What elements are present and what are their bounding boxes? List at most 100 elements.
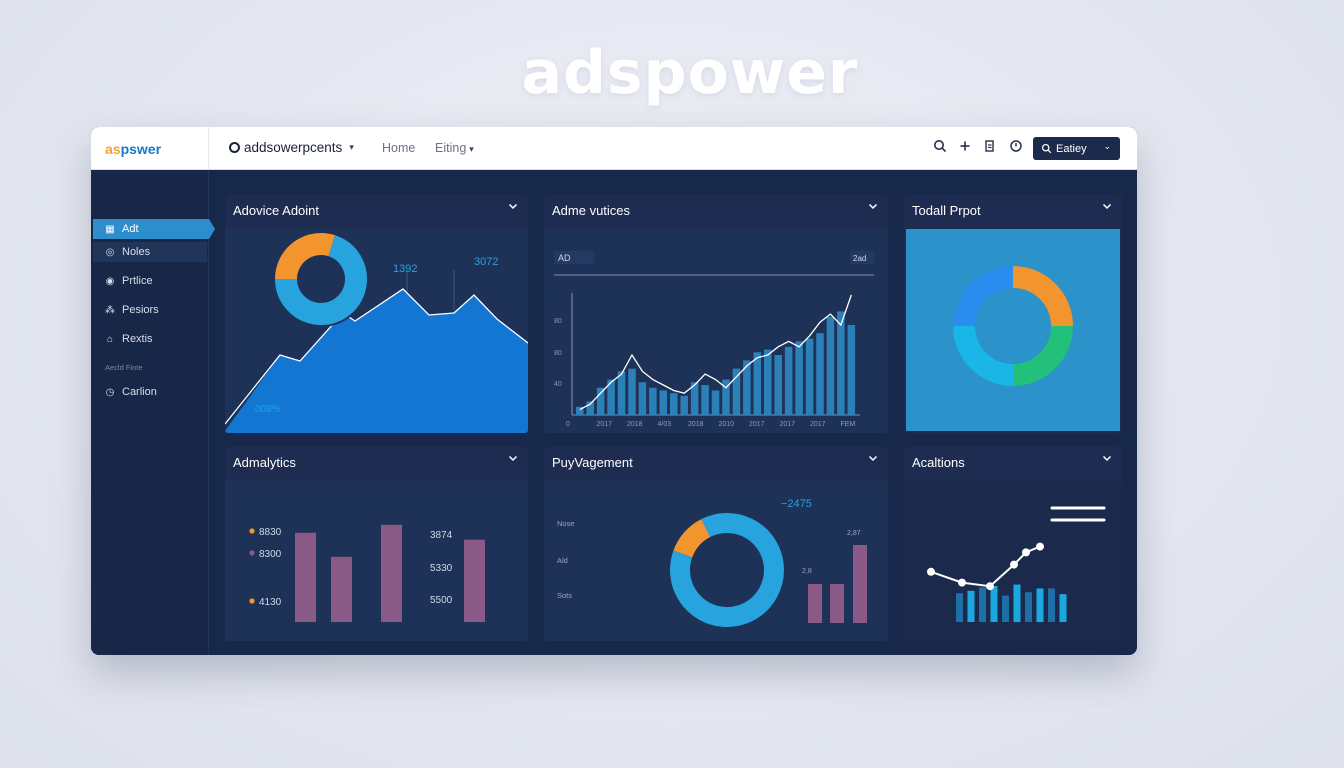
account-selector[interactable]: addsowerpcents ▾ [229,140,354,155]
search-icon[interactable] [932,139,948,156]
panel-total-report: Todall Prpot [904,195,1122,433]
bar [381,524,402,622]
panel-pay-management: PuyVagement −2475 Nose Ald Sots 2,87 2,8 [544,447,888,641]
left-label: 8830 [259,527,282,538]
search-icon-glyph [934,140,947,153]
nav-editing-label: Eiting [435,141,467,155]
donut-slice [275,235,367,325]
x-tick-label: FEM [841,421,856,428]
bar [1036,588,1044,622]
app-window: aspswer addsowerpcents ▾ Home Eiting ▾ Ea… [91,127,1137,655]
sidebar-item-prtlice[interactable]: ◉ Prtlice [93,271,207,291]
legend-label: AD [558,253,571,263]
line-point [958,578,966,587]
chevron-down-icon[interactable] [1102,201,1112,211]
bar-series [956,584,1067,622]
clock-icon[interactable] [1008,139,1024,156]
document-icon[interactable] [982,139,998,156]
bar [1002,595,1009,622]
panel-advice-account: Adovice Adoint 1392 3072 008% [225,195,528,433]
sidebar-item-label: Noles [122,246,151,258]
donut-slice [1012,325,1073,386]
brand-logo[interactable]: aspswer [105,141,161,157]
sidebar-item-pesiors[interactable]: ⁂ Pesiors [93,300,207,320]
annotation-label: −2475 [781,498,812,510]
add-icon[interactable] [957,139,973,156]
donut-slice [953,266,1014,327]
sidebar-item-label: Rextis [122,333,153,345]
bar [743,360,751,415]
bar-label: 2,87 [847,530,861,537]
x-tick-label: 2018 [688,421,704,428]
sidebar-item-carlion[interactable]: ◷ Carlion [93,382,207,402]
annotation-label: 008% [255,404,281,415]
chart-bg [906,229,1120,431]
right-label: 3874 [430,530,453,541]
bar [331,556,352,622]
line-point [986,582,994,591]
bar [795,341,803,415]
bar [295,532,316,622]
chevron-down-icon[interactable] [868,201,878,211]
chevron-down-icon: ⌄ [1103,141,1111,151]
nav-editing[interactable]: Eiting ▾ [435,141,474,155]
chevron-down-icon[interactable] [1102,453,1112,463]
donut-chart [670,513,784,627]
document-icon-glyph [985,140,994,152]
nav-home[interactable]: Home [382,141,416,155]
line-point [927,567,935,576]
user-menu-button[interactable]: Eatiey ⌄ [1033,137,1120,160]
chevron-down-icon[interactable] [508,453,518,463]
people-icon: ⁂ [105,304,115,316]
sidebar-item-adt[interactable]: ▦ Adt [93,219,215,239]
legend-box [554,251,594,264]
y-tick-label: 80 [554,350,562,357]
bar [1013,584,1021,622]
left-label: Nose [557,519,575,528]
bar [659,390,668,415]
panel-title: Admalytics [233,455,296,470]
x-tick-labels: 0 2017 2018 4/03 2018 2010 2017 2017 2017 FEM [566,421,855,428]
target-icon: ◎ [105,246,115,258]
search-icon [1041,143,1052,154]
chevron-down-icon[interactable] [508,201,518,211]
bar [967,590,975,622]
bar [847,325,856,415]
donut-slice [1012,266,1073,327]
panel-advice-chart: 1392 3072 008% [225,229,528,433]
line-point [1010,560,1018,569]
x-tick-label: 0 [566,421,570,428]
panel-pay-chart: −2475 Nose Ald Sots 2,87 2,8 [544,481,888,641]
left-label: Sots [557,591,572,600]
panel-admalytics-chart: 8830 8300 4130 3874 5330 5500 [225,481,528,641]
legend-box [850,251,874,264]
chevron-down-icon[interactable] [868,453,878,463]
legend-dot [249,550,255,556]
bar [464,539,485,622]
line-point [1036,542,1044,551]
bar [774,355,782,415]
left-label: 4130 [259,597,282,608]
panel-ad-chart: AD 2ad 80 80 40 0 2017 2018 4/03 2018 2010 2017 2… [544,229,888,433]
panel-total-chart [906,229,1120,431]
bar [638,382,647,415]
sidebar-item-rextis[interactable]: ⌂ Rextis [93,329,207,349]
sidebar-item-noles[interactable]: ◎ Noles [93,242,207,262]
bar-series [576,294,856,415]
bar [853,545,867,623]
line-series [579,294,852,411]
x-tick-label: 2018 [627,421,643,428]
left-label: Ald [557,556,568,565]
area-series [225,289,528,433]
bar [628,368,636,415]
bar [805,338,814,415]
account-icon [229,142,240,153]
sidebar-item-label: Pesiors [122,304,159,316]
legend-dot [249,528,255,534]
line-series [927,542,1044,591]
bar [956,593,963,622]
bar [1048,588,1055,622]
line-point [1022,548,1030,557]
bar [753,352,762,415]
sidebar: ▦ Adt ◎ Noles ◉ Prtlice ⁂ Pesiors ⌂ Rext… [91,170,215,655]
